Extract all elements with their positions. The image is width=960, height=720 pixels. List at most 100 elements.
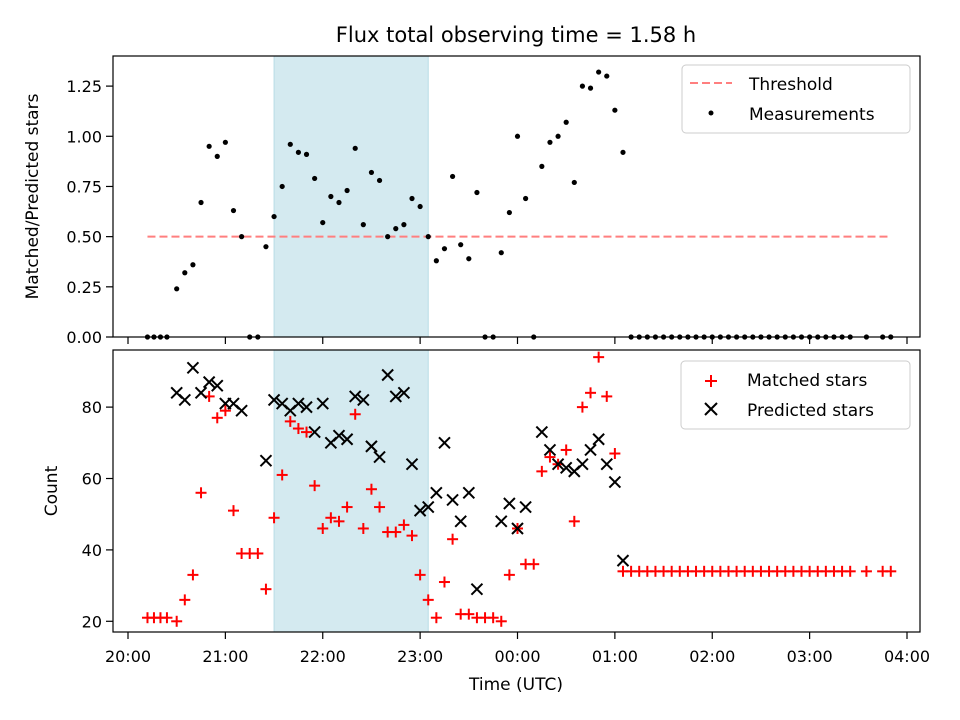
predicted-star-point — [576, 458, 589, 471]
measurement-point — [474, 189, 480, 196]
predicted-star-point — [584, 443, 597, 457]
measurement-point — [174, 286, 180, 292]
matched-star-point — [430, 612, 442, 624]
predicted-star-point — [519, 500, 532, 514]
measurement-point — [417, 203, 423, 210]
top-y-axis-ticks: 0.00 0.25 0.50 0.75 1.00 1.25 — [66, 77, 113, 347]
matched-star-point — [438, 576, 450, 588]
y-tick-label: 40 — [82, 541, 102, 560]
matched-star-point — [568, 515, 580, 527]
top-legend: Threshold Measurements — [681, 64, 911, 134]
predicted-star-point — [551, 458, 565, 471]
matched-star-point — [414, 569, 426, 581]
x-axis-label: Time (UTC) — [468, 675, 563, 695]
measurement-point — [539, 163, 545, 169]
measurement-point — [344, 187, 350, 194]
measurement-point — [433, 258, 439, 264]
bottom-legend: Matched stars Predicted stars — [680, 360, 911, 430]
predicted-star-point — [495, 515, 508, 528]
measurement-point — [239, 234, 245, 240]
matched-star-point — [325, 512, 337, 524]
measurement-point — [328, 193, 334, 200]
y-tick-label: 1.25 — [66, 77, 102, 96]
measurement-point — [458, 242, 464, 248]
x-tick-label: 02:00 — [689, 647, 735, 666]
matched-star-point — [390, 526, 402, 538]
top-shaded-interval — [273, 55, 429, 338]
matched-star-point — [885, 565, 897, 577]
matched-star-point — [317, 522, 329, 534]
matched-star-point — [260, 583, 272, 595]
matched-star-point — [495, 615, 507, 627]
predicted-star-point — [292, 397, 305, 410]
matched-star-point — [544, 451, 556, 463]
measurement-point — [466, 256, 472, 262]
matched-star-point — [406, 530, 418, 542]
predicted-star-point — [211, 379, 224, 392]
measurement-point — [596, 69, 602, 75]
measurement-point — [514, 133, 521, 139]
measurement-point — [604, 73, 610, 79]
predicted-star-point — [235, 404, 248, 417]
measurement-point — [376, 177, 383, 184]
measurement-point — [287, 141, 293, 147]
matched-star-point — [528, 558, 540, 570]
matched-star-point — [252, 547, 264, 559]
measurement-point — [279, 183, 285, 190]
matched-star-point — [374, 501, 386, 513]
matched-star-point — [601, 390, 613, 402]
threshold-legend-label: Threshold — [748, 75, 833, 95]
predicted-star-point — [259, 454, 273, 467]
measurement-point — [612, 107, 618, 113]
matched-star-point — [179, 594, 191, 606]
matched-star-point — [844, 565, 856, 577]
measurement-point — [295, 149, 302, 155]
measurement-point — [547, 139, 553, 145]
measurement-point — [368, 169, 375, 176]
predicted-star-point — [178, 393, 192, 407]
bottom-shaded-interval — [273, 349, 429, 633]
matched-star-point — [211, 412, 223, 424]
measurement-point — [506, 209, 512, 216]
measurements-legend-swatch — [708, 110, 714, 116]
measurement-point — [393, 226, 399, 232]
measurement-point — [263, 244, 269, 250]
y-tick-label: 60 — [82, 470, 102, 489]
x-tick-label: 20:00 — [105, 647, 151, 666]
measurement-point — [312, 175, 318, 182]
predicted-star-point — [349, 390, 362, 403]
measurement-point — [206, 143, 212, 149]
measurement-point — [449, 173, 456, 180]
predicted-star-point — [405, 458, 419, 471]
matched-star-point — [309, 480, 321, 492]
x-tick-label: 03:00 — [787, 647, 833, 666]
x-tick-label: 01:00 — [592, 647, 638, 666]
matched-star-point — [284, 415, 296, 427]
y-tick-label: 20 — [82, 612, 102, 631]
measurement-point — [555, 133, 561, 139]
predicted-star-point — [332, 429, 346, 442]
matched-star-point — [301, 426, 313, 438]
matched-legend-swatch — [705, 375, 717, 387]
y-tick-label: 80 — [82, 398, 102, 417]
bottom-panel: 20 40 60 80 20:00 21:00 22:00 23:00 00:00 01:00 0… — [42, 349, 930, 695]
matched-star-point — [487, 612, 499, 624]
predicted-star-point — [616, 554, 630, 567]
matched-star-point — [341, 501, 353, 513]
matched-star-point — [593, 351, 605, 363]
y-tick-label: 0.50 — [66, 228, 102, 247]
measurement-point — [360, 222, 366, 228]
x-tick-label: 04:00 — [884, 647, 930, 666]
top-plot-frame — [112, 55, 921, 338]
x-tick-label: 00:00 — [494, 647, 540, 666]
predicted-star-point — [438, 436, 451, 450]
measurement-point — [182, 270, 188, 276]
matched-star-point — [576, 401, 588, 413]
bottom-y-axis-ticks: 20 40 60 80 — [82, 398, 113, 631]
predicted-star-point — [413, 504, 427, 517]
predicted-star-point — [397, 386, 411, 400]
measurement-point — [320, 219, 326, 226]
predicted-star-point — [511, 522, 524, 535]
predicted-star-point — [389, 390, 402, 403]
